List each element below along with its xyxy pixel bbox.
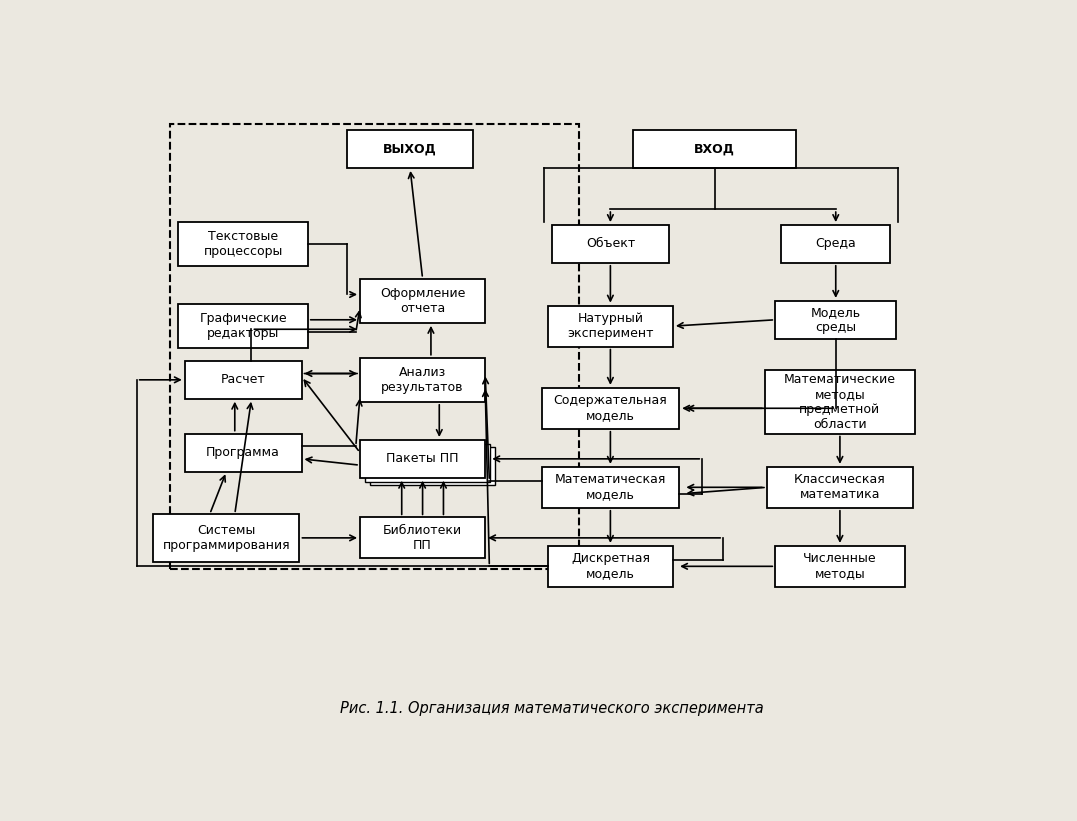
FancyBboxPatch shape: [542, 388, 680, 429]
Text: Расчет: Расчет: [221, 374, 266, 387]
Text: Анализ
результатов: Анализ результатов: [381, 366, 464, 394]
Text: Пакеты ПП: Пакеты ПП: [387, 452, 459, 466]
Text: Математическая
модель: Математическая модель: [555, 473, 666, 502]
FancyBboxPatch shape: [365, 443, 490, 482]
FancyBboxPatch shape: [360, 358, 485, 402]
Text: Модель
среды: Модель среды: [811, 305, 861, 334]
FancyBboxPatch shape: [185, 361, 302, 399]
Text: Программа: Программа: [206, 446, 280, 459]
Text: Натурный
эксперимент: Натурный эксперимент: [568, 312, 654, 340]
Text: Численные
методы: Численные методы: [803, 553, 877, 580]
FancyBboxPatch shape: [360, 440, 485, 478]
FancyBboxPatch shape: [775, 546, 905, 587]
Text: Системы
программирования: Системы программирования: [163, 524, 291, 552]
FancyBboxPatch shape: [360, 517, 485, 558]
FancyBboxPatch shape: [551, 225, 669, 263]
Text: Рис. 1.1. Организация математического эксперимента: Рис. 1.1. Организация математического эк…: [340, 701, 764, 716]
Text: Текстовые
процессоры: Текстовые процессоры: [204, 230, 283, 258]
Text: Среда: Среда: [815, 237, 856, 250]
FancyBboxPatch shape: [185, 433, 302, 471]
Text: ВЫХОД: ВЫХОД: [383, 143, 437, 156]
FancyBboxPatch shape: [360, 278, 485, 323]
FancyBboxPatch shape: [542, 467, 680, 508]
FancyBboxPatch shape: [775, 300, 896, 339]
FancyBboxPatch shape: [370, 447, 495, 485]
Text: Дискретная
модель: Дискретная модель: [571, 553, 649, 580]
FancyBboxPatch shape: [153, 514, 299, 562]
FancyBboxPatch shape: [348, 131, 473, 168]
Text: Объект: Объект: [586, 237, 635, 250]
FancyBboxPatch shape: [767, 467, 913, 508]
FancyBboxPatch shape: [548, 546, 673, 587]
FancyBboxPatch shape: [179, 222, 308, 266]
Text: Математические
методы
предметной
области: Математические методы предметной области: [784, 373, 896, 431]
FancyBboxPatch shape: [765, 370, 915, 433]
Text: Графические
редакторы: Графические редакторы: [199, 312, 286, 340]
FancyBboxPatch shape: [633, 131, 796, 168]
FancyBboxPatch shape: [548, 305, 673, 346]
FancyBboxPatch shape: [179, 304, 308, 348]
FancyBboxPatch shape: [782, 225, 890, 263]
Text: Содержательная
модель: Содержательная модель: [554, 394, 668, 422]
Text: Классическая
математика: Классическая математика: [794, 473, 885, 502]
Text: Оформление
отчета: Оформление отчета: [380, 287, 465, 314]
Text: Библиотеки
ПП: Библиотеки ПП: [383, 524, 462, 552]
Text: ВХОД: ВХОД: [695, 143, 736, 156]
